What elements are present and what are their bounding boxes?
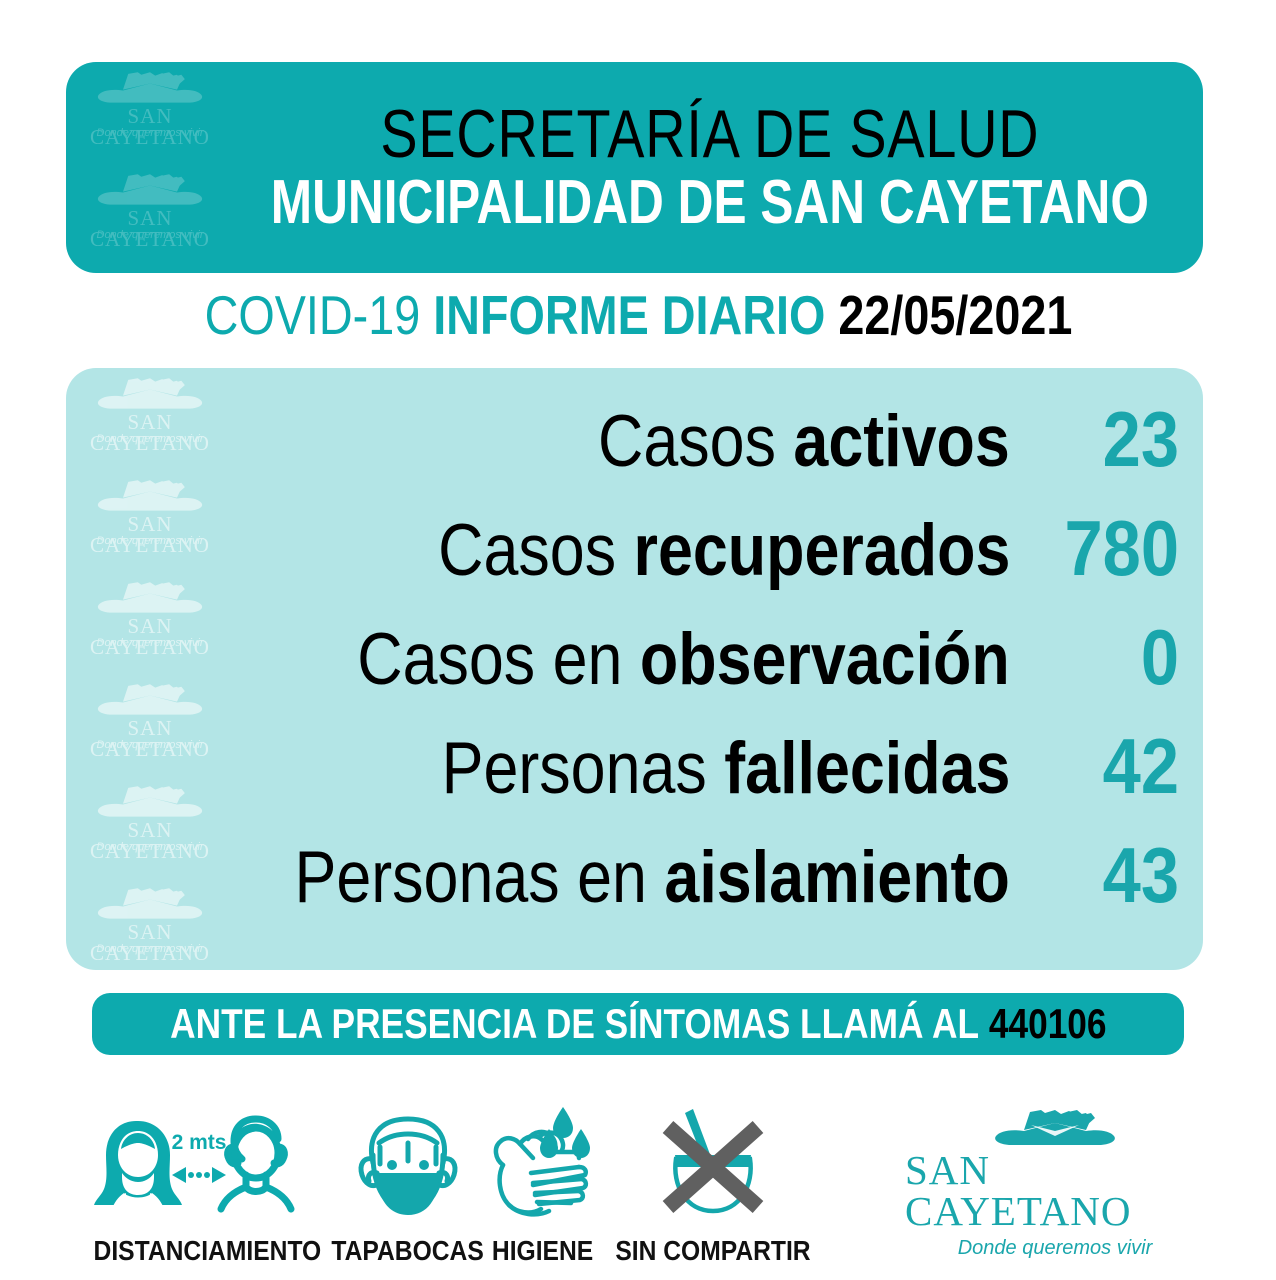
statistic-label-bold: aislamiento (664, 836, 1010, 918)
statistic-row: Personas fallecidas 42 (66, 727, 1203, 836)
distance-annotation: 2 mts (171, 1131, 226, 1154)
statistic-label-regular: Casos (437, 509, 634, 591)
prevention-label-sin-compartir: SIN COMPARTIR (614, 1235, 811, 1266)
watermark-tagline: Donde queremos vivir (96, 127, 204, 139)
panel-watermark-strip: SAN CAYETANO Donde queremos vivir SAN CAYE… (66, 368, 236, 970)
san-cayetano-logo: SAN CAYETANO Donde queremos vivir (905, 1108, 1205, 1258)
statistic-label-regular: Casos (598, 400, 794, 482)
statistic-row: Casos en observación 0 (66, 618, 1203, 727)
hotline-number: 440106 (988, 1000, 1107, 1047)
statistic-row: Personas en aislamiento 43 (66, 836, 1203, 945)
prevention-label-higiene: HIGIENE (491, 1235, 594, 1266)
page-subtitle-municipality: MUNICIPALIDAD DE SAN CAYETANO (270, 167, 1149, 237)
social-distancing-icon: 2 mts (88, 1099, 328, 1227)
statistic-label-bold: fallecidas (723, 727, 1010, 809)
watermark-brand-name: SAN CAYETANO (90, 104, 210, 149)
watermark-tagline: Donde queremos vivir (96, 943, 204, 955)
prevention-measures-row: 2 mts DISTANCIAMIENTO (80, 1090, 840, 1265)
watermark-tagline: Donde queremos vivir (96, 841, 204, 853)
logo-tagline: Donde queremos vivir (957, 1237, 1153, 1259)
statistic-label-bold: observación (640, 618, 1010, 700)
watermark-landscape-icon (97, 480, 203, 511)
header-banner: SAN CAYETANO Donde queremos vivir SAN CAYE… (66, 62, 1203, 273)
watermark-tagline: Donde queremos vivir (96, 535, 204, 547)
watermark-landscape-icon (97, 684, 203, 715)
watermark-tagline: Donde queremos vivir (96, 433, 204, 445)
statistic-row: Casos recuperados 780 (66, 509, 1203, 618)
prevention-label-distanciamiento: DISTANCIAMIENTO (93, 1235, 322, 1266)
watermark-landscape-icon (97, 582, 203, 613)
statistic-value: 0 (1140, 612, 1179, 701)
statistics-panel: SAN CAYETANO Donde queremos vivir SAN CAYE… (66, 368, 1203, 970)
statistic-label: Casos activos (598, 405, 1010, 478)
hotline-message: ANTE LA PRESENCIA DE SÍNTOMAS LLAMÁ AL (169, 1000, 979, 1047)
prevention-item-higiene: HIGIENE (480, 1090, 605, 1265)
prevention-label-tapabocas: TAPABOCAS (331, 1235, 484, 1266)
watermark-landscape-icon (97, 888, 203, 919)
symptoms-hotline-banner: ANTE LA PRESENCIA DE SÍNTOMAS LLAMÁ AL 4… (92, 993, 1184, 1055)
report-date: 22/05/2021 (837, 284, 1072, 346)
statistic-label-bold: activos (793, 400, 1010, 482)
prevention-item-distanciamiento: 2 mts DISTANCIAMIENTO (80, 1090, 335, 1265)
covid-label: COVID-19 (204, 284, 420, 346)
statistic-value: 43 (1102, 830, 1179, 919)
logo-brand-name: SAN CAYETANO (905, 1147, 1132, 1234)
statistic-value: 42 (1102, 721, 1179, 810)
no-sharing-mate-icon (652, 1099, 774, 1227)
statistic-label-regular: Personas (441, 727, 724, 809)
watermark-landscape-icon (97, 378, 203, 409)
statistic-value: 23 (1102, 394, 1179, 483)
page-title: SECRETARÍA DE SALUD (379, 96, 1040, 173)
watermark-tagline: Donde queremos vivir (96, 637, 204, 649)
report-type-label: INFORME DIARIO (432, 284, 825, 346)
prevention-item-tapabocas: TAPABOCAS (331, 1090, 484, 1265)
watermark-landscape-icon (97, 72, 203, 103)
watermark-brand-name: SAN CAYETANO (90, 818, 210, 863)
prevention-item-sin-compartir: SIN COMPARTIR (605, 1090, 820, 1265)
statistic-label: Casos recuperados (438, 514, 1010, 587)
watermark-tagline: Donde queremos vivir (96, 739, 204, 751)
hand-washing-icon (487, 1099, 599, 1227)
statistic-value: 780 (1064, 503, 1179, 592)
statistic-label-bold: recuperados (633, 509, 1010, 591)
watermark-brand-name: SAN CAYETANO (90, 206, 210, 251)
watermark-brand-name: SAN CAYETANO (90, 716, 210, 761)
watermark-landscape-icon (97, 174, 203, 205)
statistic-label: Personas fallecidas (441, 732, 1010, 805)
statistic-label: Casos en observación (357, 623, 1010, 696)
statistic-row: Casos activos 23 (66, 400, 1203, 509)
statistic-label-regular: Personas en (294, 836, 665, 918)
watermark-brand-name: SAN CAYETANO (90, 410, 210, 455)
watermark-brand-name: SAN CAYETANO (90, 614, 210, 659)
watermark-brand-name: SAN CAYETANO (90, 920, 210, 965)
header-title-group: SECRETARÍA DE SALUD MUNICIPALIDAD DE SAN… (216, 62, 1203, 273)
watermark-landscape-icon (97, 786, 203, 817)
statistic-label-regular: Casos en (357, 618, 641, 700)
watermark-landscape-icon (96, 270, 204, 273)
face-mask-icon (349, 1099, 467, 1227)
header-watermark-strip: SAN CAYETANO Donde queremos vivir SAN CAYE… (66, 62, 236, 273)
statistics-list: Casos activos 23 Casos recuperados 780 Casos… (66, 368, 1203, 970)
statistic-label: Personas en aislamiento (295, 841, 1010, 914)
report-subtitle: COVID-19 INFORME DIARIO 22/05/2021 (0, 288, 1276, 343)
logo-landscape-icon (995, 1110, 1115, 1145)
watermark-brand-name: SAN CAYETANO (90, 512, 210, 557)
watermark-tagline: Donde queremos vivir (96, 229, 204, 241)
